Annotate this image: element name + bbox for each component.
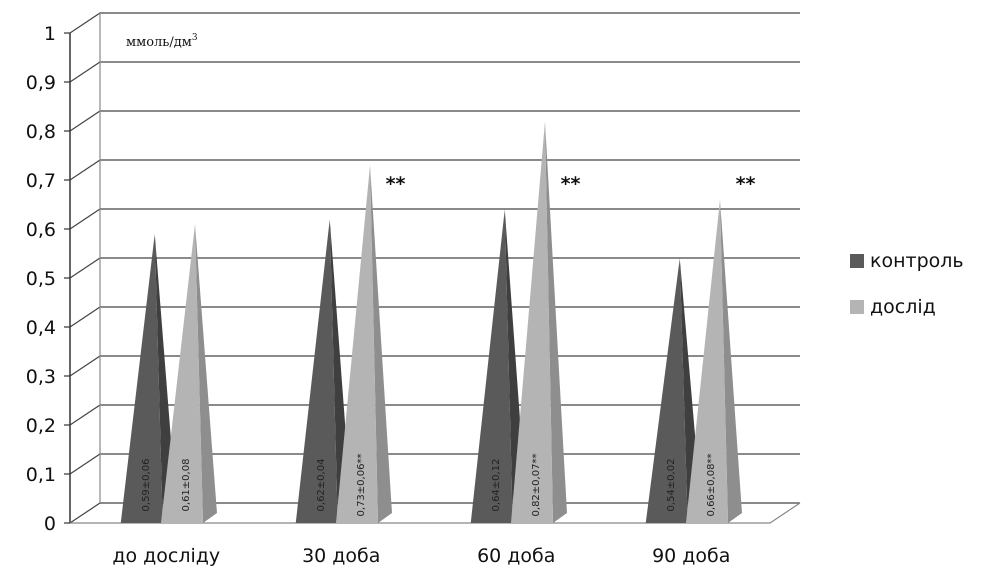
gridline	[69, 257, 800, 279]
data-label: 0,62±0,04	[316, 459, 327, 512]
data-label: 0,54±0,02	[666, 459, 677, 512]
legend: контроль дослід	[850, 248, 964, 340]
legend-swatch-control	[850, 254, 864, 268]
gridline	[69, 306, 800, 328]
bar	[645, 258, 688, 523]
bar	[470, 209, 513, 523]
bar	[161, 224, 203, 523]
gridline	[69, 159, 800, 181]
y-tick-label: 0,8	[26, 121, 56, 143]
x-category-label: 60 доба	[477, 545, 555, 567]
legend-label-experiment: дослід	[870, 296, 936, 318]
x-category-label: до досліду	[112, 545, 220, 567]
gridline	[69, 12, 800, 34]
gridline	[69, 110, 800, 132]
bar	[295, 219, 338, 523]
bar-side	[195, 224, 217, 523]
bar-side	[545, 121, 567, 523]
legend-swatch-experiment	[850, 300, 864, 314]
y-tick-label: 0,4	[26, 317, 56, 339]
bar-side	[370, 165, 392, 524]
data-label: 0,64±0,12	[491, 459, 502, 512]
legend-label-control: контроль	[870, 250, 964, 272]
gridline	[69, 208, 800, 230]
y-tick-label: 0,9	[26, 72, 56, 94]
y-tick-label: 0,7	[26, 170, 56, 192]
data-label: 0,73±0,06**	[356, 454, 367, 517]
y-tick-label: 1	[44, 23, 56, 45]
legend-item-control: контроль	[850, 248, 964, 274]
y-tick-label: 0,3	[26, 366, 56, 388]
y-tick-label: 0,6	[26, 219, 56, 241]
y-tick-label: 0,1	[26, 464, 56, 486]
significance-annotation: **	[736, 173, 756, 195]
gridline	[69, 61, 800, 83]
data-label: 0,61±0,08	[181, 459, 192, 512]
y-tick-label: 0,2	[26, 415, 56, 437]
legend-item-experiment: дослід	[850, 294, 964, 320]
bar	[120, 233, 163, 523]
bar	[336, 165, 378, 524]
x-category-label: 90 доба	[652, 545, 730, 567]
bars	[120, 121, 742, 524]
unit-label: ммоль/дм3	[126, 33, 198, 50]
y-tick-label: 0,5	[26, 268, 56, 290]
significance-annotation: **	[561, 173, 581, 195]
x-category-label: 30 доба	[302, 545, 380, 567]
y-axis: 0 0,1 0,2 0,3 0,4 0,5 0,6 0,7 0,8 0,9 1	[26, 13, 801, 535]
y-tick-label: 0	[44, 513, 56, 535]
data-label: 0,82±0,07**	[531, 454, 542, 517]
x-axis-categories: до досліду 30 доба 60 доба 90 доба	[112, 545, 730, 567]
data-label: 0,59±0,06	[141, 459, 152, 512]
bar	[511, 121, 553, 523]
bar-side	[720, 199, 742, 523]
data-label: 0,66±0,08**	[706, 454, 717, 517]
bar	[686, 199, 728, 523]
significance-annotation: **	[386, 173, 406, 195]
data-labels: 0,59±0,06 0,61±0,08 0,62±0,04 0,73±0,06** **…	[141, 173, 756, 516]
